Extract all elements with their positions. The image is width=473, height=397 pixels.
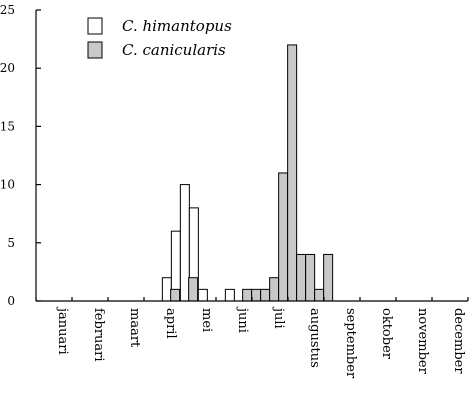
- bar-canicularis-3: [251, 288, 262, 302]
- month-label: juni: [235, 306, 250, 333]
- bar-canicularis-7: [287, 44, 298, 302]
- legend: C. himantopus C. canicularis: [87, 17, 232, 59]
- month-label: april: [163, 308, 178, 339]
- x-ticks: januari februari maart april mei juni juli augu…: [35, 297, 469, 379]
- y-ticks: 0 5 10 15 20 25: [0, 3, 41, 308]
- bar-canicularis-4: [260, 288, 271, 302]
- y-tick-label: 5: [7, 236, 15, 250]
- y-tick-label: 20: [0, 61, 15, 75]
- bar-himantopus-2: [179, 184, 190, 302]
- bar-canicularis-8: [296, 253, 307, 302]
- legend-label: C. himantopus: [122, 17, 232, 35]
- bar-himantopus-5: [224, 288, 235, 302]
- bar-canicularis-10: [314, 288, 325, 302]
- month-label: mei: [199, 308, 214, 332]
- y-tick-label: 0: [7, 294, 15, 308]
- bar-canicularis-6: [278, 172, 289, 302]
- bars-layer: [161, 44, 334, 302]
- y-tick-label: 10: [0, 178, 15, 192]
- month-label: juli: [271, 306, 286, 329]
- bar-canicularis-1: [188, 277, 199, 302]
- bar-canicularis-0: [170, 288, 181, 302]
- bar-himantopus-4: [197, 288, 208, 302]
- bar-canicularis-11: [323, 253, 334, 302]
- y-tick-label: 15: [0, 119, 15, 133]
- month-label: september: [343, 308, 358, 379]
- month-label: oktober: [379, 308, 394, 360]
- bar-canicularis-2: [242, 288, 253, 302]
- month-label: december: [451, 308, 466, 374]
- legend-label: C. canicularis: [122, 41, 226, 59]
- bar-himantopus-0: [161, 277, 172, 302]
- month-label: januari: [55, 306, 70, 355]
- month-label: maart: [127, 308, 142, 348]
- bar-canicularis-9: [305, 253, 316, 302]
- month-label: augustus: [307, 308, 322, 368]
- bar-canicularis-5: [269, 277, 280, 302]
- legend-swatch: [87, 41, 103, 59]
- month-label: november: [415, 308, 430, 375]
- month-label: februari: [91, 308, 106, 362]
- y-tick-label: 25: [0, 3, 15, 17]
- legend-swatch: [87, 17, 103, 35]
